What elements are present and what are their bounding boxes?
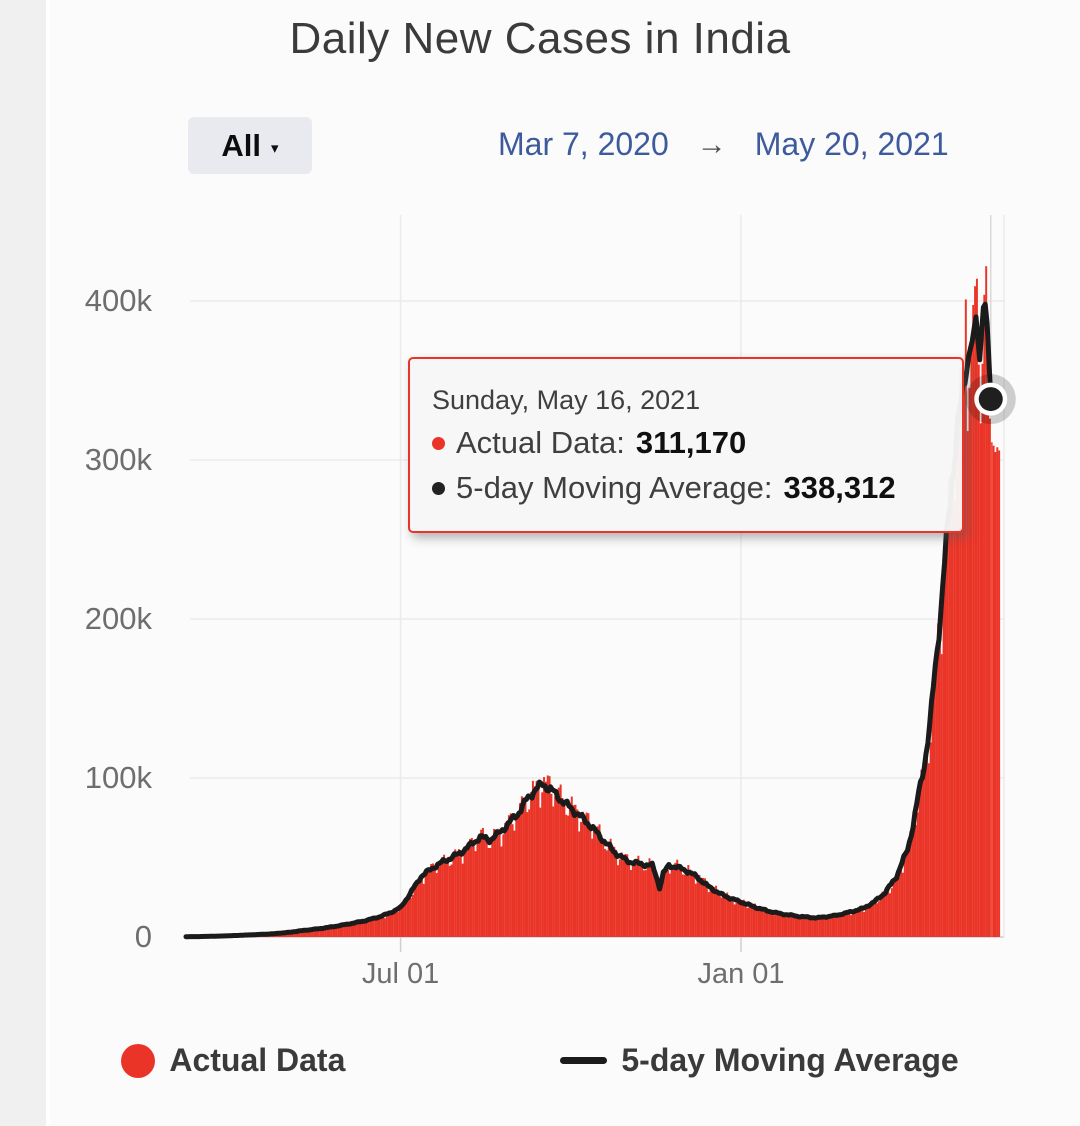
tooltip-date: Sunday, May 16, 2021 [432,385,701,415]
legend-item-moving-average[interactable]: 5-day Moving Average [560,1042,959,1079]
chart-tooltip: Sunday, May 16, 2021 Actual Data: 311,17… [408,357,964,533]
range-selector-label: All [221,127,262,163]
x-axis-label: Jan 01 [697,958,785,990]
start-date-link[interactable]: Mar 7, 2020 [498,126,669,162]
chart-legend: Actual Data 5-day Moving Average [0,1042,1080,1079]
y-axis-label: 400k [84,283,152,318]
legend-label-moving-average: 5-day Moving Average [621,1042,959,1078]
tooltip-actual-label: Actual Data: [456,425,625,460]
moving-average-line [183,301,994,940]
black-dash-icon [560,1057,608,1064]
actual-data-bars[interactable] [186,266,1001,938]
y-axis-label: 100k [84,760,152,795]
tooltip-average-value: 338,312 [783,470,896,505]
y-axis-label: 200k [84,601,152,636]
page-title: Daily New Cases in India [289,14,791,63]
hover-point-marker [965,374,1016,425]
legend-label-actual-data: Actual Data [169,1042,346,1078]
range-selector-button[interactable]: All ▾ [188,117,312,174]
tooltip-average-label: 5-day Moving Average: [456,470,773,505]
black-dot-icon [432,481,445,495]
chevron-down-icon: ▾ [271,140,279,157]
gutter-divider [46,0,50,1126]
tooltip-row-actual: Actual Data: 311,170 [432,425,962,461]
y-axis-label: 0 [134,919,152,954]
x-axis-label: Jul 01 [361,958,440,990]
date-range: Mar 7, 2020 → May 20, 2021 [498,126,998,163]
red-dot-icon [432,436,445,450]
y-axis-label: 300k [84,442,152,477]
legend-item-actual-data[interactable]: Actual Data [121,1042,345,1079]
red-circle-icon [121,1043,156,1078]
left-gutter [0,0,46,1126]
tooltip-row-average: 5-day Moving Average: 338,312 [432,470,962,506]
arrow-right-icon: → [696,127,727,161]
tooltip-actual-value: 311,170 [635,425,747,460]
end-date-link[interactable]: May 20, 2021 [754,126,949,162]
